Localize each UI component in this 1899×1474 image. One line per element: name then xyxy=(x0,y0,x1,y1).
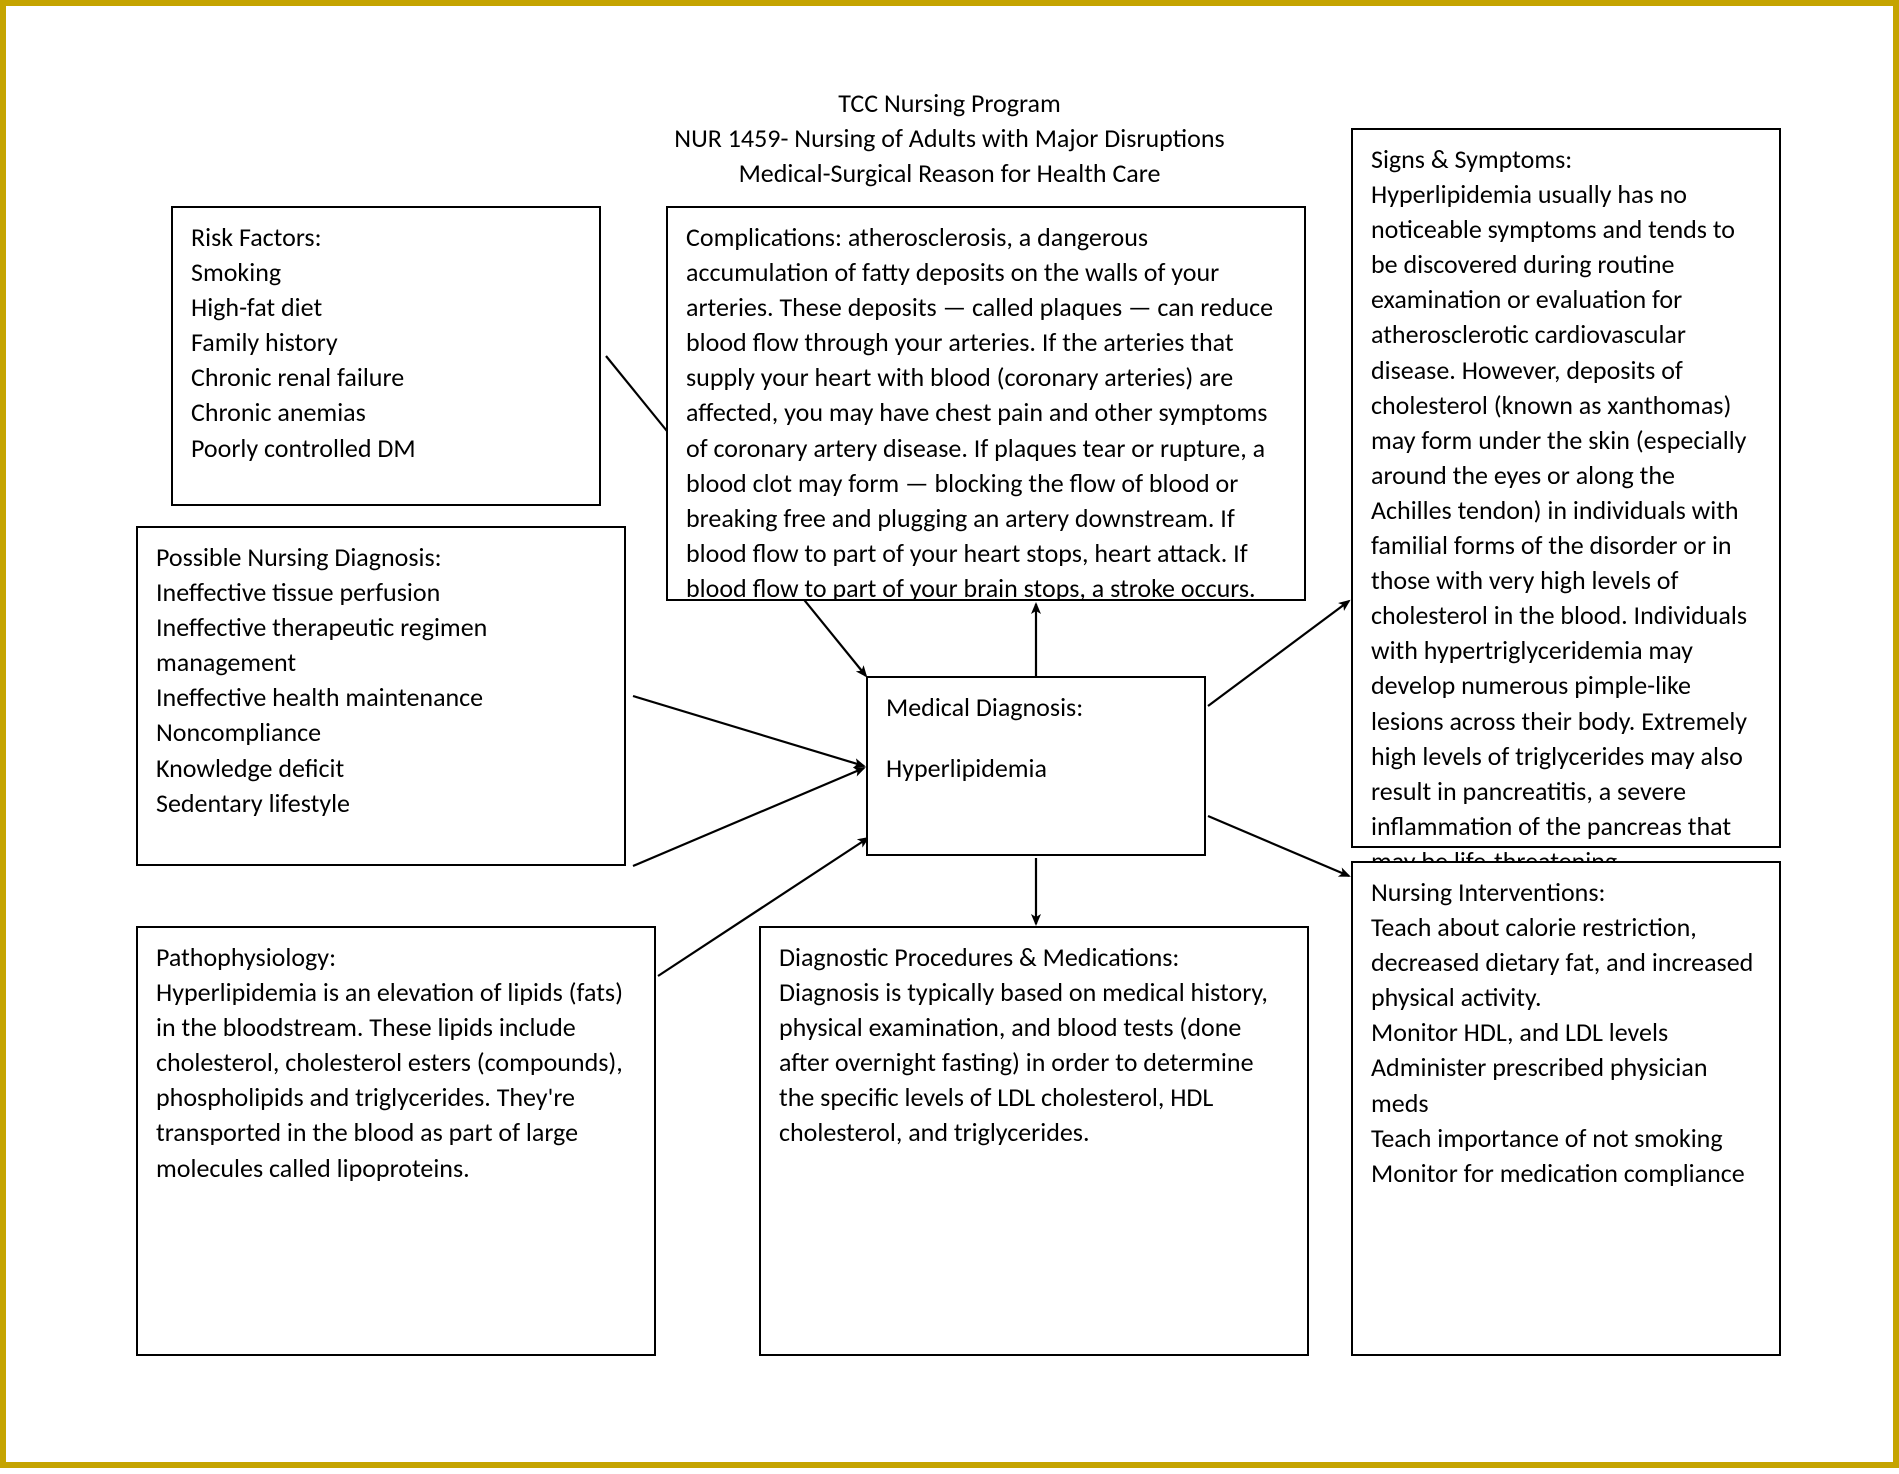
list-item: Teach importance of not smoking xyxy=(1371,1121,1761,1156)
risk-factors-label: Risk Factors: xyxy=(191,220,581,255)
list-item: Chronic anemias xyxy=(191,395,581,430)
complications-label: Complications: xyxy=(686,221,842,253)
signs-symptoms-label: Signs & Symptoms: xyxy=(1371,142,1761,177)
pathophysiology-text: Hyperlipidemia is an elevation of lipids… xyxy=(156,975,636,1186)
page-canvas: TCC Nursing Program NUR 1459- Nursing of… xyxy=(0,0,1899,1468)
risk-factors-box: Risk Factors: SmokingHigh-fat dietFamily… xyxy=(171,206,601,506)
list-item: Knowledge deficit xyxy=(156,751,606,786)
list-item: Sedentary lifestyle xyxy=(156,786,606,821)
diagnostic-procedures-label: Diagnostic Procedures & Medications: xyxy=(779,940,1289,975)
complications-box: Complications: atherosclerosis, a danger… xyxy=(666,206,1306,601)
list-item: Ineffective tissue perfusion xyxy=(156,575,606,610)
list-item: Teach about calorie restriction, decreas… xyxy=(1371,910,1761,1015)
list-item: Ineffective health maintenance xyxy=(156,680,606,715)
title-line-1: TCC Nursing Program xyxy=(6,86,1893,121)
list-item: Noncompliance xyxy=(156,715,606,750)
spacer xyxy=(886,725,1186,751)
list-item: High-fat diet xyxy=(191,290,581,325)
medical-diagnosis-text: Hyperlipidemia xyxy=(886,751,1186,786)
medical-diagnosis-box: Medical Diagnosis: Hyperlipidemia xyxy=(866,676,1206,856)
pathophysiology-box: Pathophysiology: Hyperlipidemia is an el… xyxy=(136,926,656,1356)
list-item: Chronic renal failure xyxy=(191,360,581,395)
medical-diagnosis-label: Medical Diagnosis: xyxy=(886,690,1186,725)
diagnostic-procedures-box: Diagnostic Procedures & Medications: Dia… xyxy=(759,926,1309,1356)
signs-symptoms-text: Hyperlipidemia usually has no noticeable… xyxy=(1371,177,1761,879)
nursing-diagnosis-label: Possible Nursing Diagnosis: xyxy=(156,540,606,575)
diagnostic-procedures-text: Diagnosis is typically based on medical … xyxy=(779,975,1289,1150)
list-item: Monitor for medication compliance xyxy=(1371,1156,1761,1191)
signs-symptoms-box: Signs & Symptoms: Hyperlipidemia usually… xyxy=(1351,128,1781,848)
list-item: Poorly controlled DM xyxy=(191,431,581,466)
nursing-interventions-items: Teach about calorie restriction, decreas… xyxy=(1371,910,1761,1191)
complications-text: atherosclerosis, a dangerous accumulatio… xyxy=(686,221,1273,604)
nursing-diagnosis-items: Ineffective tissue perfusionIneffective … xyxy=(156,575,606,821)
nursing-interventions-box: Nursing Interventions: Teach about calor… xyxy=(1351,861,1781,1356)
list-item: Family history xyxy=(191,325,581,360)
nursing-interventions-label: Nursing Interventions: xyxy=(1371,875,1761,910)
list-item: Smoking xyxy=(191,255,581,290)
risk-factors-items: SmokingHigh-fat dietFamily historyChroni… xyxy=(191,255,581,466)
list-item: Ineffective therapeutic regimen manageme… xyxy=(156,610,606,680)
list-item: Administer prescribed physician meds xyxy=(1371,1050,1761,1120)
list-item: Monitor HDL, and LDL levels xyxy=(1371,1015,1761,1050)
nursing-diagnosis-box: Possible Nursing Diagnosis: Ineffective … xyxy=(136,526,626,866)
pathophysiology-label: Pathophysiology: xyxy=(156,940,636,975)
